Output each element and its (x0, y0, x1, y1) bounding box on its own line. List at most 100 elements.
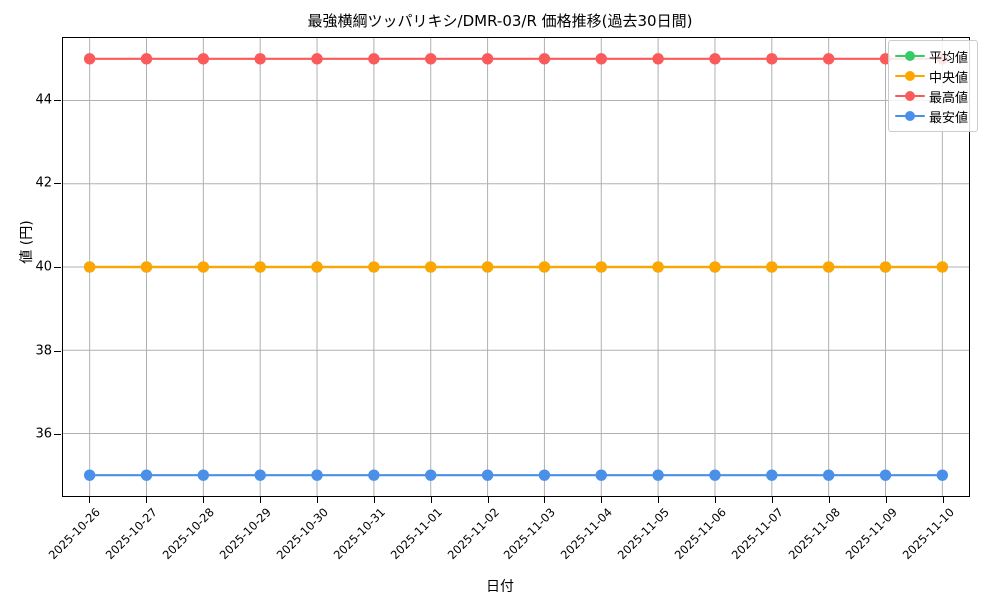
data-point (197, 261, 210, 273)
data-point (822, 261, 835, 273)
x-axis-tick-mark (430, 497, 432, 503)
x-axis-tick-labels: 2025-10-26 2025-10-27 2025-10-28 2025-10-29… (45, 505, 970, 575)
x-axis-tick-label: 2025-10-30 (273, 505, 331, 563)
data-point (766, 261, 778, 273)
data-point (425, 53, 437, 65)
data-point (311, 53, 323, 65)
data-point (709, 469, 721, 481)
data-point (311, 261, 323, 273)
x-axis-tick-label: 2025-11-06 (672, 505, 730, 563)
data-point (879, 469, 892, 481)
data-point (83, 53, 96, 65)
data-point (822, 53, 835, 65)
data-point (197, 469, 210, 481)
data-point (254, 53, 266, 65)
legend-label: 最安値 (929, 110, 969, 126)
legend-label: 平均値 (929, 50, 969, 66)
data-point (879, 261, 892, 273)
x-axis-tick-mark (544, 497, 546, 503)
y-axis-tick-mark (54, 267, 61, 268)
x-axis-tick-mark (772, 497, 774, 503)
legend-item-3[interactable]: 最高値 (895, 86, 971, 106)
y-axis-tick-mark (54, 183, 61, 185)
x-axis-tick-mark (715, 497, 717, 503)
x-axis-tick-label: 2025-10-28 (159, 505, 217, 563)
x-axis-tick-label: 2025-11-01 (387, 505, 445, 563)
data-point (368, 469, 380, 481)
data-point (481, 261, 494, 273)
x-axis-tick-mark (829, 497, 831, 503)
x-axis-tick-label: 2025-10-26 (45, 505, 103, 563)
data-point (254, 261, 266, 273)
x-axis-tick-mark (487, 497, 489, 503)
x-axis-tick-label: 2025-11-04 (558, 505, 616, 563)
x-axis-tick-mark (259, 497, 261, 503)
data-point (481, 469, 494, 481)
legend-swatch-icon (895, 69, 925, 83)
data-point (652, 261, 664, 273)
data-point (538, 53, 551, 65)
x-axis-tick-label: 2025-11-10 (900, 505, 958, 563)
x-axis-tick-mark (145, 497, 147, 503)
series-3 (83, 53, 949, 65)
x-axis-label: 日付 (486, 579, 514, 595)
y-axis-tick-mark (54, 350, 61, 352)
legend-item-1[interactable]: 平均値 (895, 46, 971, 66)
data-point (140, 53, 153, 65)
x-axis-tick-mark (601, 497, 603, 503)
legend-swatch-icon (895, 49, 925, 63)
y-axis-tick-label: 38 (35, 343, 52, 359)
legend-item-4[interactable]: 最安値 (895, 106, 971, 126)
plot-area (62, 37, 970, 497)
x-axis-tick-mark (373, 497, 375, 503)
data-point (254, 469, 266, 481)
data-point (83, 261, 96, 273)
data-point (709, 53, 721, 65)
x-axis-tick-label: 2025-11-03 (501, 505, 559, 563)
legend-swatch-icon (895, 109, 925, 123)
y-axis-tick-label: 36 (35, 426, 52, 442)
legend-label: 最高値 (929, 90, 969, 106)
data-point (709, 261, 721, 273)
data-point (140, 469, 153, 481)
chart-legend: 平均値中央値最高値最安値 (888, 40, 978, 132)
legend-item-2[interactable]: 中央値 (895, 66, 971, 86)
data-point (83, 469, 96, 481)
x-axis-tick-label: 2025-10-29 (216, 505, 274, 563)
y-axis-tick-mark (54, 99, 61, 101)
x-axis-tick-mark (88, 497, 90, 503)
x-axis-tick-mark (658, 497, 660, 503)
x-axis-tick-mark (202, 497, 204, 503)
x-axis-tick-mark (943, 497, 945, 503)
x-axis-tick-marks (62, 497, 970, 505)
data-point (481, 53, 494, 65)
data-series-layer (83, 53, 949, 481)
legend-label: 中央値 (929, 70, 969, 86)
x-axis-tick-label: 2025-11-05 (615, 505, 673, 563)
data-point (936, 469, 949, 481)
data-point (652, 53, 664, 65)
data-point (140, 261, 153, 273)
series-2 (83, 261, 949, 273)
data-point (538, 469, 551, 481)
data-point (197, 53, 210, 65)
data-point (311, 469, 323, 481)
y-axis-tick-label: 42 (35, 175, 52, 191)
data-point (766, 53, 778, 65)
legend-swatch-icon (895, 89, 925, 103)
data-point (936, 261, 949, 273)
data-point (538, 261, 551, 273)
x-axis-tick-label: 2025-10-31 (330, 505, 388, 563)
data-point (368, 261, 380, 273)
x-axis-tick-label: 2025-11-08 (786, 505, 844, 563)
x-axis-tick-label: 2025-11-09 (843, 505, 901, 563)
x-axis-tick-label: 2025-11-02 (444, 505, 502, 563)
data-point (425, 261, 437, 273)
x-axis-tick-mark (886, 497, 888, 503)
data-point (595, 261, 607, 273)
series-4 (83, 469, 949, 481)
data-point (595, 469, 607, 481)
x-axis-tick-mark (316, 497, 318, 503)
y-axis-tick-mark (54, 434, 61, 436)
